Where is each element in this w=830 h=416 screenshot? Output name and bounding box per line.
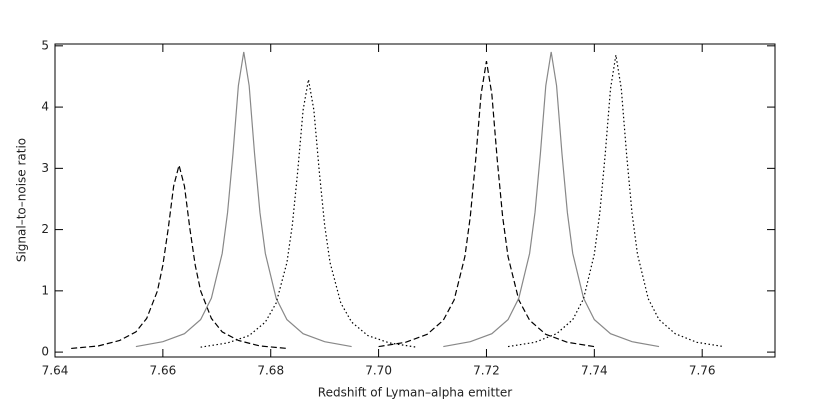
x-tick-label: 7.76 bbox=[689, 364, 716, 378]
series-line bbox=[200, 79, 417, 348]
series-line bbox=[378, 61, 595, 348]
y-tick-label: 2 bbox=[41, 222, 49, 236]
x-tick-label: 7.68 bbox=[257, 364, 284, 378]
x-tick-label: 7.74 bbox=[581, 364, 608, 378]
y-tick-label: 1 bbox=[41, 283, 49, 297]
x-tick-label: 7.70 bbox=[365, 364, 392, 378]
x-tick-label: 7.72 bbox=[473, 364, 500, 378]
series-line bbox=[71, 162, 287, 350]
y-axis-title: Signal–to–noise ratio bbox=[15, 138, 29, 262]
x-axis-title: Redshift of Lyman–alpha emitter bbox=[318, 386, 513, 400]
series-line bbox=[443, 51, 660, 348]
y-tick-label: 4 bbox=[41, 100, 49, 114]
series-line bbox=[507, 54, 724, 348]
plot-frame bbox=[54, 43, 776, 358]
x-tick-label: 7.64 bbox=[42, 364, 69, 378]
y-tick-label: 0 bbox=[41, 345, 49, 359]
x-tick-label: 7.66 bbox=[150, 364, 177, 378]
y-tick-label: 5 bbox=[41, 38, 49, 52]
series-line bbox=[135, 51, 352, 348]
y-tick-label: 3 bbox=[41, 161, 49, 175]
